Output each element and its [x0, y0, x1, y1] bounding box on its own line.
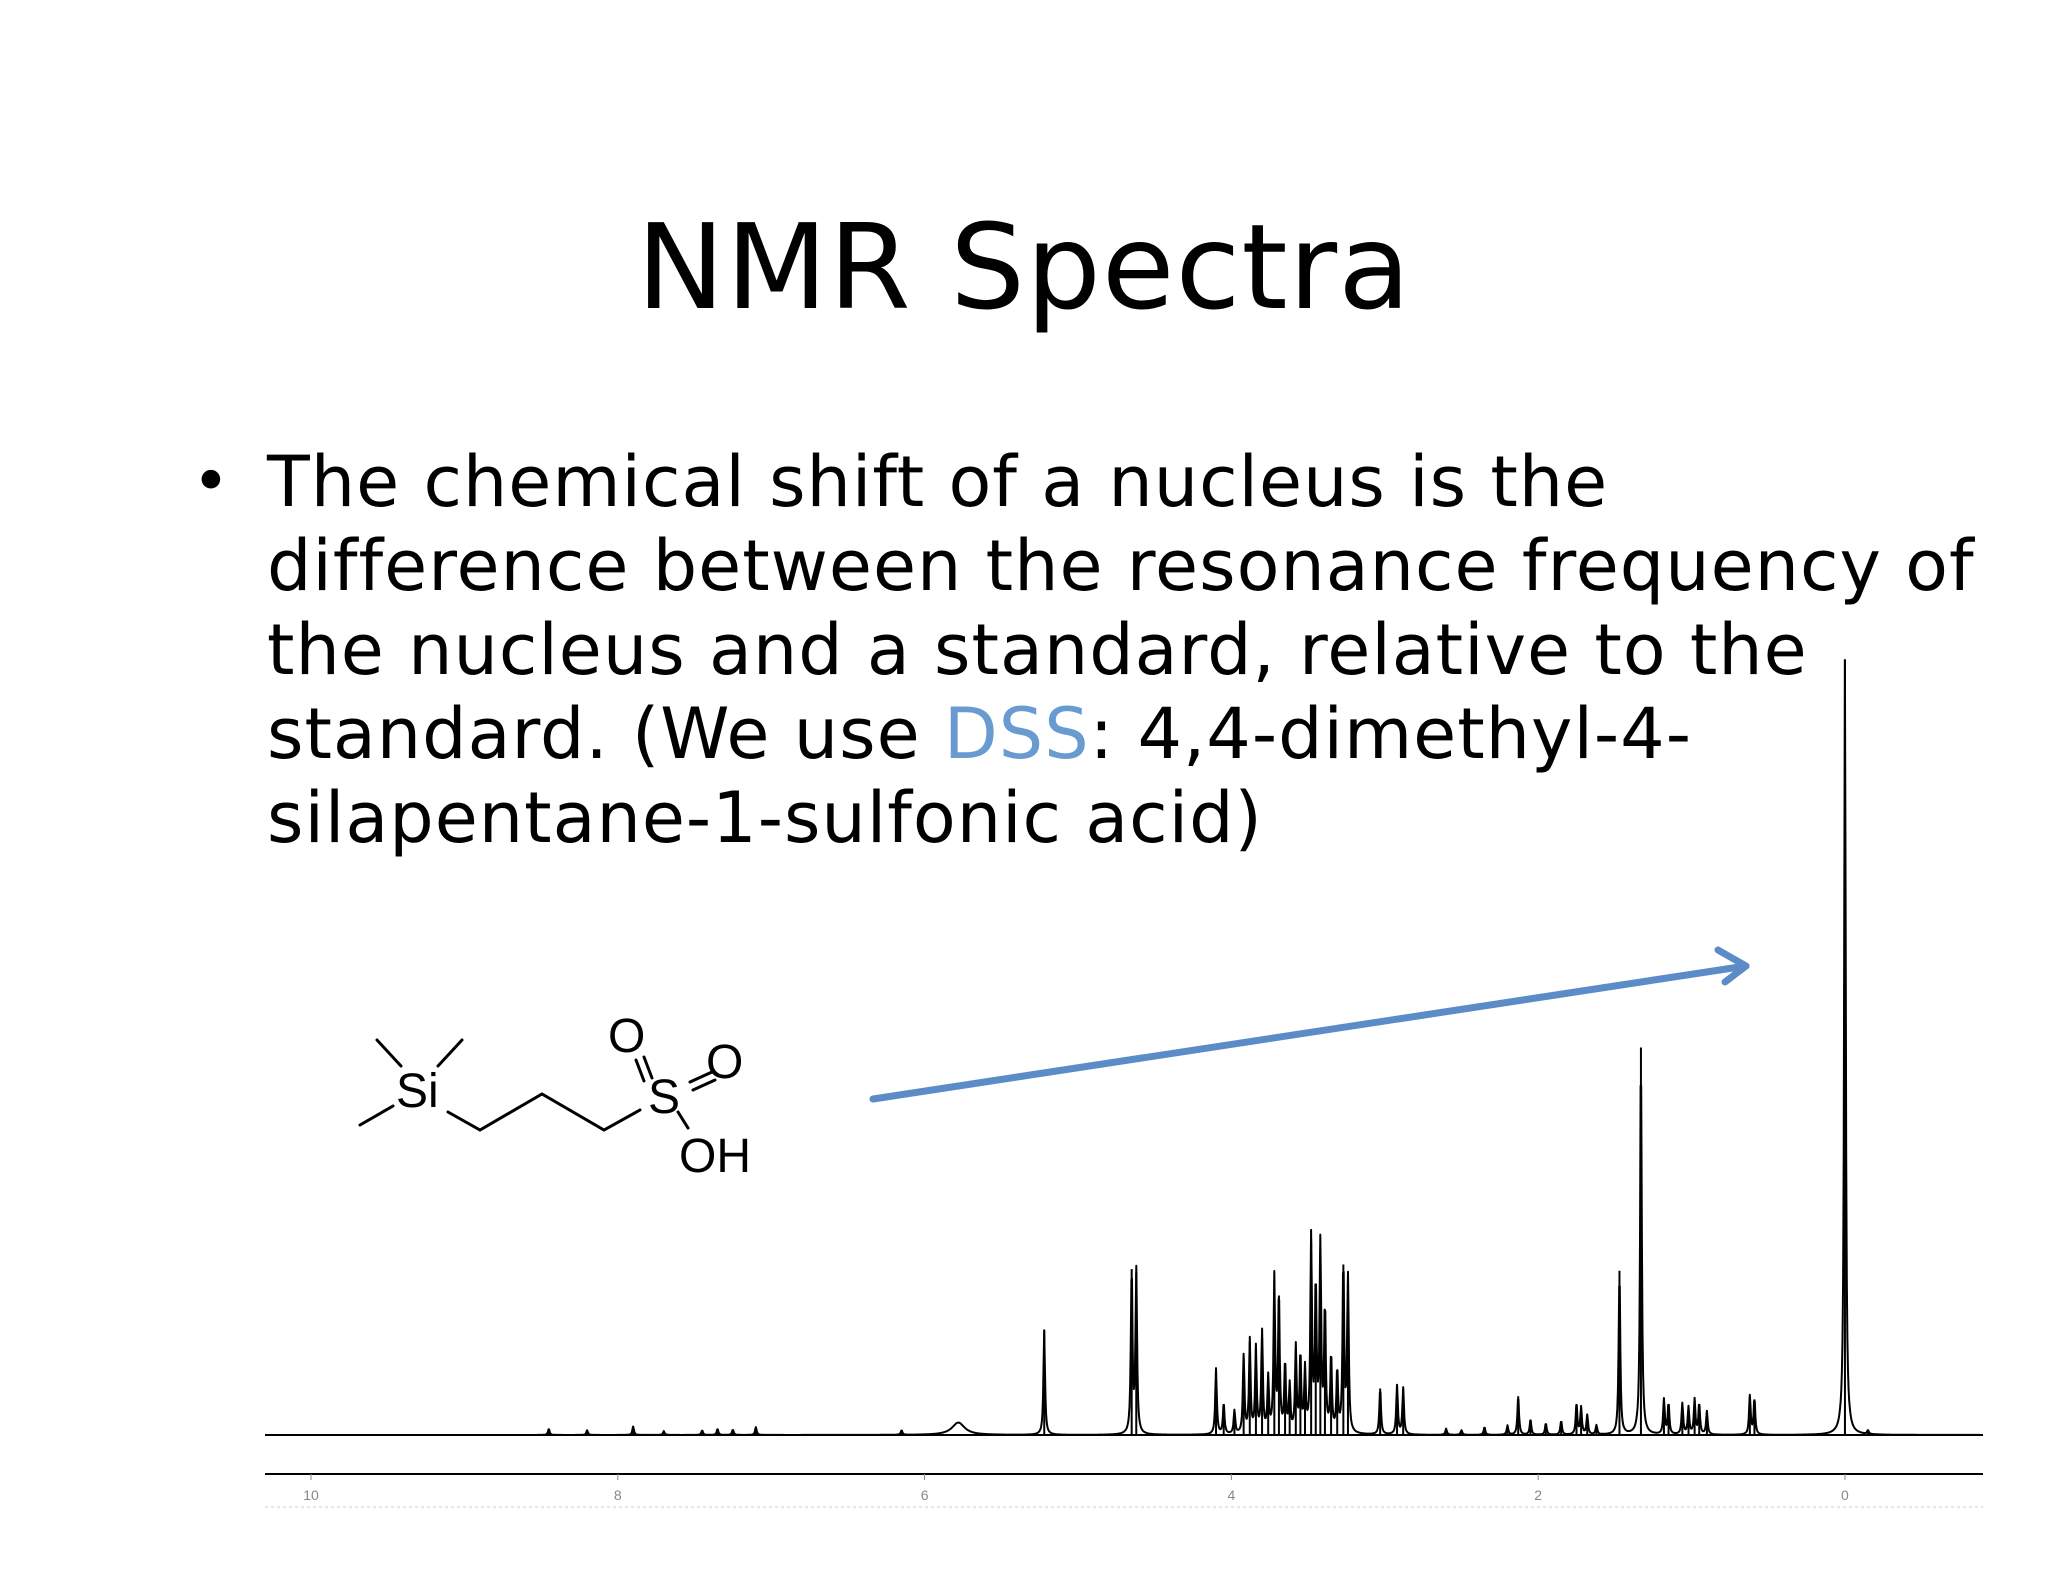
line-4-end: : 4,4-dimethyl-4- [1089, 693, 1692, 775]
spectrum-trace [264, 659, 1984, 1436]
dss-highlight: DSS [943, 693, 1090, 775]
x-tick-label: 6 [921, 1487, 929, 1503]
bullet-line-1: The chemical shift of a nucleus is the [267, 441, 1609, 523]
line-4-start: standard. (We use [267, 693, 944, 775]
oh-group: OH [679, 1130, 751, 1183]
x-tick-label: 0 [1841, 1487, 1849, 1503]
s-o-double-bond-a [642, 1055, 654, 1080]
x-tick-label: 2 [1534, 1487, 1542, 1503]
reference-arrow [869, 946, 1750, 1103]
x-tick-label: 8 [614, 1487, 622, 1503]
methyl-bond-3 [358, 1104, 395, 1127]
dss-molecule-structure [358, 1038, 717, 1132]
x-tick-label: 4 [1227, 1487, 1235, 1503]
o-atom-right: O [706, 1036, 743, 1089]
propyl-chain [446, 1092, 642, 1132]
bullet-line-5: silapentane-1-sulfonic acid) [267, 777, 1263, 859]
s-o2-double-bond-a [688, 1070, 714, 1084]
arrow-head [1714, 946, 1750, 986]
methyl-bond-2 [436, 1038, 464, 1068]
s-atom: S [648, 1071, 680, 1124]
spectrum-peaks [547, 660, 1869, 1435]
x-tick-label: 10 [303, 1487, 319, 1503]
methyl-bond-1 [375, 1038, 403, 1068]
bullet-line-2: difference between the resonance frequen… [267, 525, 1975, 607]
o-atom-top: O [608, 1010, 645, 1063]
si-atom: Si [396, 1065, 439, 1118]
s-oh-bond [676, 1110, 690, 1130]
s-o-double-bond-b [634, 1058, 646, 1083]
bullet-text: The chemical shift of a nucleus is the d… [267, 440, 1975, 860]
bullet-line-3: the nucleus and a standard, relative to … [267, 609, 1808, 691]
x-axis-ticks: 10 8 6 4 2 0 [303, 1474, 1849, 1503]
s-o2-double-bond-b [691, 1078, 717, 1092]
slide-title: NMR Spectra [636, 198, 1412, 336]
bullet-marker: • [192, 445, 230, 519]
bullet-line-4: standard. (We use DSS: 4,4-dimethyl-4- [267, 692, 1892, 776]
bullet-point: • The chemical shift of a nucleus is the… [192, 440, 1975, 860]
